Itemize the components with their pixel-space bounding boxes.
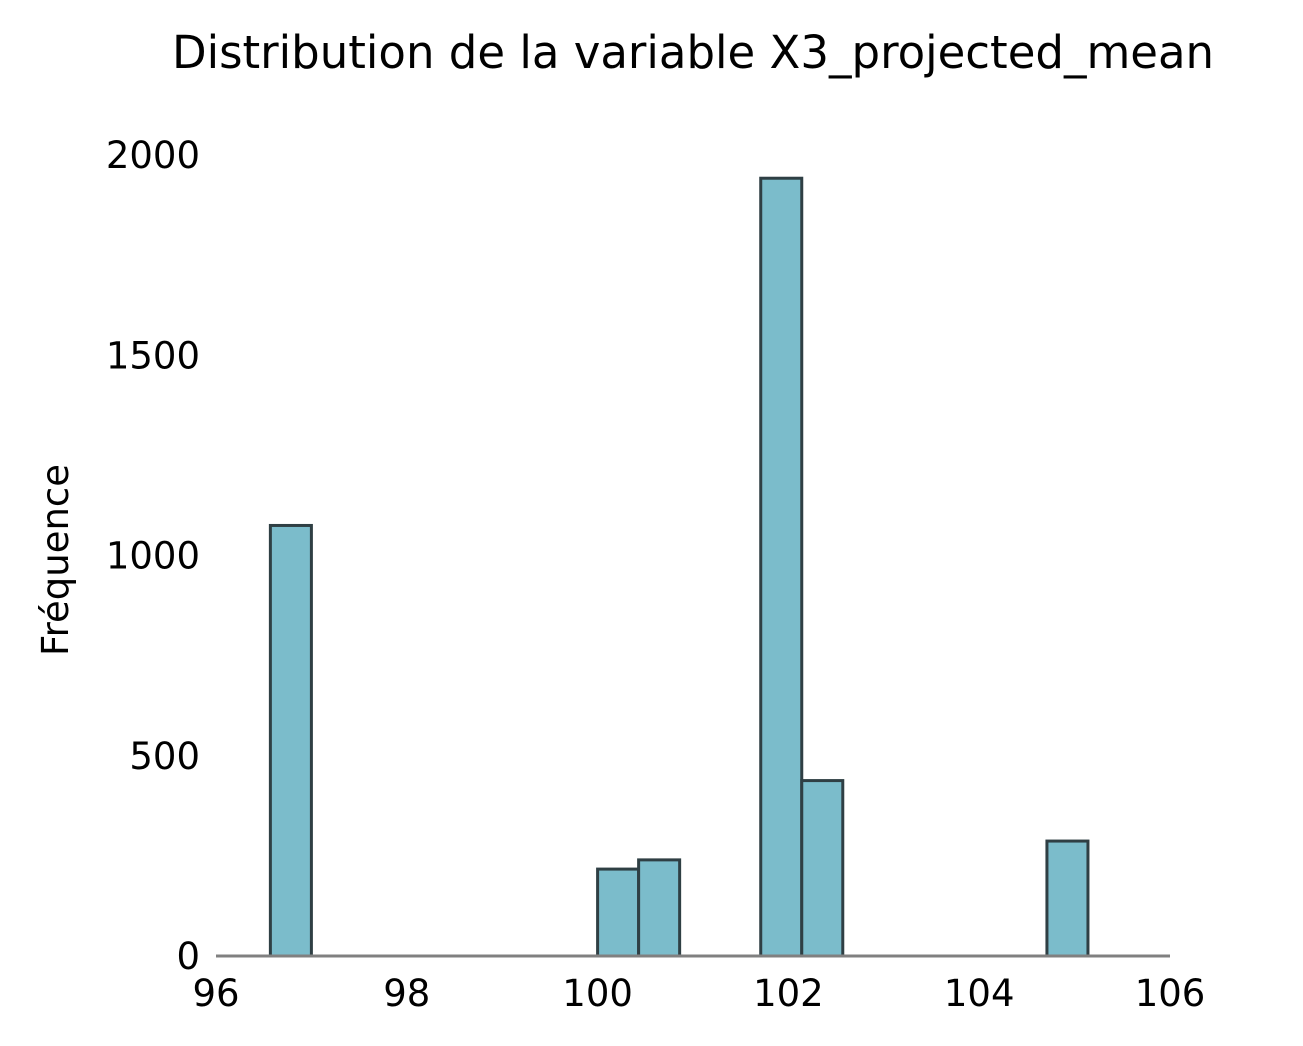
- x-tick-label: 100: [562, 972, 633, 1015]
- histogram-bar-3: [759, 176, 804, 958]
- histogram-bar-1: [596, 867, 641, 958]
- y-axis-label: Fréquence: [34, 464, 77, 656]
- x-tick-label: 102: [753, 972, 824, 1015]
- x-tick-label: 96: [192, 972, 239, 1015]
- x-tick-label: 98: [383, 972, 430, 1015]
- histogram-bar-5: [1045, 839, 1090, 958]
- bars-group: [268, 176, 1090, 958]
- y-tick-label: 500: [129, 735, 200, 778]
- x-tick-label: 106: [1135, 972, 1206, 1015]
- y-tick-label: 1000: [106, 535, 200, 578]
- x-tick-label: 104: [944, 972, 1015, 1015]
- y-tick-label: 2000: [106, 134, 200, 177]
- y-tick-label: 0: [176, 935, 200, 978]
- histogram-bar-0: [268, 523, 313, 958]
- histogram-bar-2: [637, 858, 682, 958]
- y-tick-label: 1500: [106, 334, 200, 377]
- y-tick-labels: 0 500 1000 1500 2000: [106, 134, 200, 978]
- x-tick-labels: 96 98 100 102 104 106: [192, 972, 1205, 1015]
- histogram-bar-4: [800, 779, 845, 958]
- chart-title: Distribution de la variable X3_projected…: [172, 26, 1214, 79]
